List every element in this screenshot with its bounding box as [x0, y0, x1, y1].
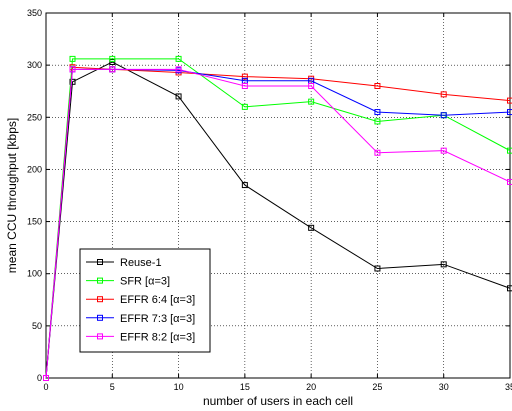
legend-label: EFFR 7:3 [α=3] [120, 313, 195, 325]
data-point [440, 91, 447, 98]
data-point [175, 66, 182, 73]
x-tick-label: 25 [372, 382, 382, 392]
series-1 [43, 55, 512, 381]
legend-box [79, 248, 211, 353]
plot-frame [45, 12, 511, 379]
legend-item: EFFR 7:3 [α=3] [86, 313, 195, 325]
x-tick-label: 35 [505, 382, 512, 392]
axes [45, 12, 511, 379]
data-point [69, 66, 76, 73]
x-tick-label: 10 [174, 382, 184, 392]
data-point [507, 178, 512, 185]
x-tick-label: 0 [43, 382, 48, 392]
legend-label: SFR [α=3] [120, 276, 170, 288]
data-point [507, 285, 512, 292]
y-axis-label: mean CCU throughput [kbps] [5, 118, 19, 273]
x-tick-label: 30 [439, 382, 449, 392]
y-tick-label: 350 [27, 8, 42, 18]
data-point [241, 182, 248, 189]
y-tick-label: 200 [27, 164, 42, 174]
legend-marker [97, 314, 103, 321]
legend-item: EFFR 8:2 [α=3] [86, 331, 195, 343]
data-point [241, 73, 248, 80]
y-tick-label: 100 [27, 269, 42, 279]
data-point [507, 97, 512, 104]
legend-label: Reuse-1 [120, 257, 162, 269]
data-point [374, 149, 381, 156]
y-tick-label: 300 [27, 60, 42, 70]
y-tick-label: 0 [37, 373, 42, 383]
series-4 [43, 66, 512, 381]
x-tick-label: 5 [110, 382, 115, 392]
data-point [109, 66, 116, 73]
data-point [175, 55, 182, 62]
data-point [440, 112, 447, 119]
data-point [109, 55, 116, 62]
data-point [43, 375, 49, 381]
data-point [374, 118, 381, 125]
series-line [45, 58, 511, 379]
x-axis-label: number of users in each cell [203, 394, 353, 408]
x-tick-label: 15 [240, 382, 250, 392]
data-point [69, 55, 76, 62]
legend-label: EFFR 6:4 [α=3] [120, 294, 195, 306]
data-point [507, 147, 512, 154]
data-point [109, 59, 116, 66]
legend: Reuse-1 SFR [α=3] EFFR 6:4 [α=3] EFFR 7:3 [… [79, 248, 211, 353]
data-point [308, 98, 315, 105]
y-tick-label: 50 [32, 321, 42, 331]
legend-marker [97, 277, 103, 284]
data-point [374, 109, 381, 116]
legend-marker [97, 333, 103, 340]
data-point [374, 265, 381, 272]
y-tick-label: 150 [27, 217, 42, 227]
data-point [308, 224, 315, 231]
data-point [440, 261, 447, 268]
series-line [45, 66, 511, 379]
legend-marker [97, 296, 103, 303]
tick-labels: 05101520253035050100150200250300350 [27, 8, 512, 392]
data-point [175, 93, 182, 100]
data-point [308, 83, 315, 89]
data-point [374, 83, 381, 89]
legend-label: EFFR 8:2 [α=3] [120, 331, 195, 343]
legend-item: Reuse-1 [86, 257, 162, 269]
legend-item: EFFR 6:4 [α=3] [86, 294, 195, 306]
series-lines [43, 55, 512, 381]
legend-item: SFR [α=3] [86, 276, 170, 288]
series-line [45, 61, 511, 379]
data-point [440, 147, 447, 154]
data-point [241, 83, 248, 89]
data-point [507, 109, 512, 116]
series-line [45, 68, 511, 379]
legend-marker [97, 259, 103, 265]
y-tick-label: 250 [27, 112, 42, 122]
data-point [241, 103, 248, 110]
data-point [69, 78, 76, 85]
x-tick-label: 20 [306, 382, 316, 392]
